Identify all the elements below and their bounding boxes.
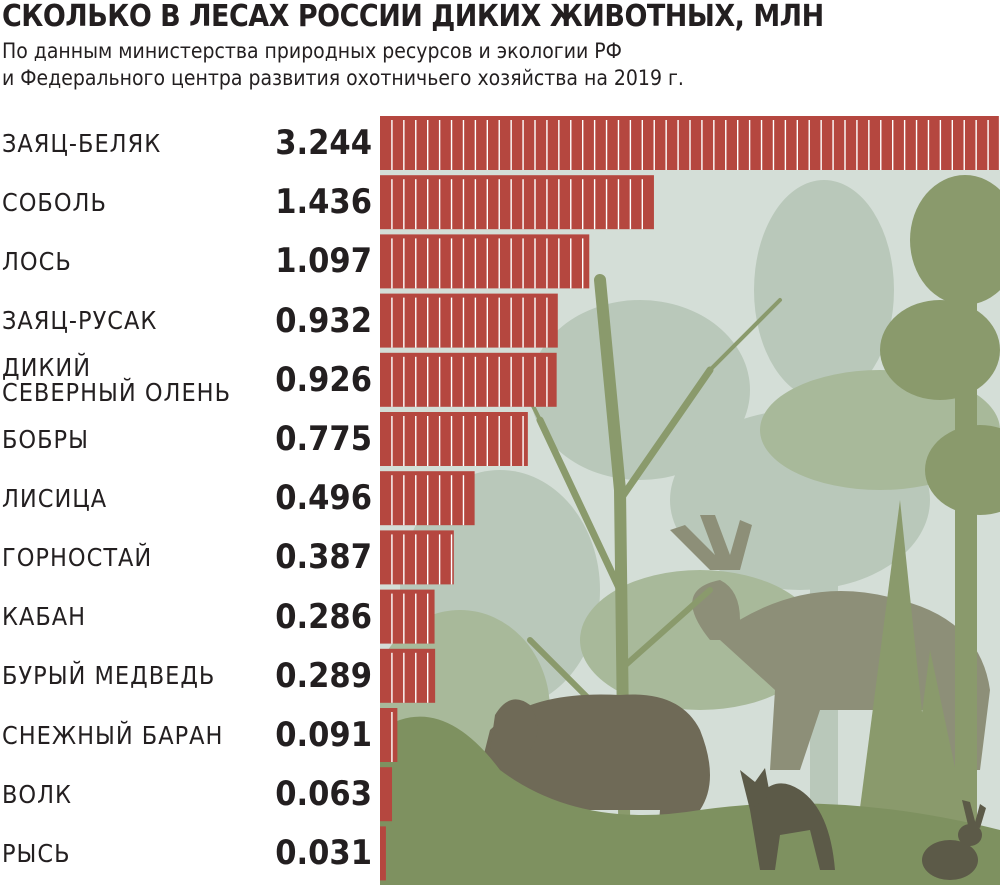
value-label: 0.496 (275, 478, 372, 519)
bar-2 (380, 175, 654, 230)
bar-rect (380, 648, 436, 703)
value-label: 0.091 (275, 715, 372, 755)
category-label-line: БОБРЫ (2, 424, 89, 454)
bar-rect (380, 530, 454, 585)
category-label-line: ЗАЯЦ-БЕЛЯК (2, 128, 162, 158)
bar-4 (380, 293, 558, 348)
bar-rect (380, 826, 386, 881)
subtitle-line-2: и Федерального центра развития охотничье… (2, 66, 684, 90)
value-label: 1.097 (275, 241, 372, 282)
category-label: БУРЫЙ МЕДВЕДЬ (2, 663, 272, 688)
bar-7 (380, 471, 475, 526)
value-label: 0.031 (275, 833, 372, 874)
category-label: СОБОЛЬ (2, 190, 272, 215)
bear-silhouette (480, 694, 710, 870)
bar-rect (380, 352, 557, 407)
bar-5 (380, 352, 557, 407)
chart-subtitle: По данным министерства природных ресурсо… (2, 38, 902, 92)
category-label: ЛОСЬ (2, 249, 272, 274)
bar-13 (380, 826, 386, 881)
bar-9 (380, 589, 435, 644)
category-label-line: СНЕЖНЫЙ БАРАН (2, 720, 224, 750)
category-label-line: СОБОЛЬ (2, 187, 107, 217)
category-label: РЫСЬ (2, 841, 272, 866)
bar-1 (380, 116, 999, 170)
category-label-line: ДИКИЙ (2, 352, 92, 382)
value-label: 0.387 (275, 537, 372, 578)
category-label: КАБАН (2, 604, 272, 629)
wolf-silhouette (740, 768, 835, 870)
category-label: ЗАЯЦ-РУСАК (2, 308, 272, 333)
value-label: 0.063 (275, 774, 372, 815)
bar-12 (380, 767, 393, 822)
bar-rect (380, 708, 398, 762)
category-label: ВОЛК (2, 782, 272, 807)
value-label: 0.286 (275, 596, 372, 637)
bar-rect (380, 175, 654, 230)
category-label: ЛИСИЦА (2, 486, 272, 511)
category-label-line: ВОЛК (2, 779, 73, 809)
value-label: 3.244 (275, 123, 372, 163)
bar-rect (380, 412, 528, 466)
category-label: БОБРЫ (2, 427, 272, 452)
category-label-line: БУРЫЙ МЕДВЕДЬ (2, 661, 216, 691)
value-label: 0.932 (275, 300, 372, 341)
category-label-line: ЛОСЬ (2, 246, 72, 276)
category-label-line: ГОРНОСТАЙ (2, 542, 153, 572)
value-label: 0.775 (275, 419, 372, 459)
category-label: ДИКИЙ СЕВЕРНЫЙ ОЛЕНЬ (2, 355, 272, 405)
ground (380, 716, 1000, 885)
bar-10 (380, 648, 436, 703)
bar-11 (380, 708, 398, 762)
hare-silhouette (922, 800, 986, 880)
chart-title: СКОЛЬКО В ЛЕСАХ РОССИИ ДИКИХ ЖИВОТНЫХ, М… (2, 0, 824, 34)
bar-3 (380, 234, 590, 289)
value-label: 0.289 (275, 655, 372, 696)
value-label: 1.436 (275, 182, 372, 223)
bar-rect (380, 234, 590, 289)
category-label-line: РЫСЬ (2, 838, 71, 868)
category-label-line: ЛИСИЦА (2, 483, 108, 513)
category-label-line: ЗАЯЦ-РУСАК (2, 306, 158, 336)
category-label: ЗАЯЦ-БЕЛЯК (2, 131, 272, 156)
value-label: 0.926 (275, 359, 372, 400)
forest-illustration (380, 170, 1000, 885)
bar-rect (380, 589, 435, 644)
bar-rect (380, 767, 393, 822)
category-label-line: СЕВЕРНЫЙ ОЛЕНЬ (2, 377, 232, 407)
category-label-line: КАБАН (2, 602, 87, 632)
bar-6 (380, 412, 528, 466)
bar-8 (380, 530, 454, 585)
category-label: ГОРНОСТАЙ (2, 545, 272, 570)
bar-rect (380, 293, 558, 348)
subtitle-line-1: По данным министерства природных ресурсо… (2, 39, 622, 63)
category-label: СНЕЖНЫЙ БАРАН (2, 723, 272, 748)
